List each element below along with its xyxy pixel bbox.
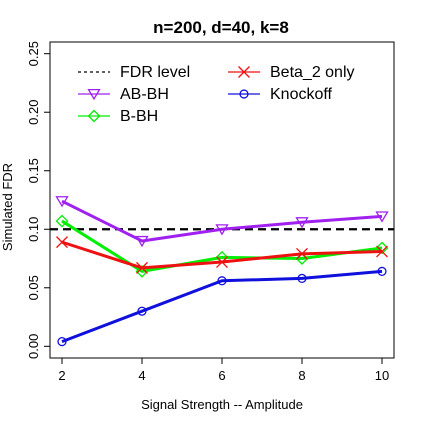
legend: FDR level AB-BH B-BH Beta_2 only Knockoff (78, 64, 355, 125)
data-point-ab-bh (375, 211, 389, 223)
data-point-ab-bh (295, 217, 309, 229)
y-tick-label: 0.05 (26, 275, 41, 300)
data-point-knockoff (377, 266, 387, 277)
data-point-beta-2-only (56, 236, 68, 249)
series-line-b-bh (61, 219, 383, 273)
data-point-b-bh (55, 214, 69, 228)
series-line-ab-bh (61, 199, 383, 243)
legend-label-b-bh: B-BH (120, 108, 158, 125)
legend-marker-beta-2-only (238, 66, 250, 78)
legend-marker-b-bh (87, 109, 101, 123)
data-point-knockoff (297, 273, 307, 284)
legend-label-ab-bh: AB-BH (120, 86, 169, 103)
plot-frame (49, 41, 395, 359)
data-point-knockoff (217, 276, 227, 286)
legend-marker-knockoff (239, 89, 249, 99)
data-point-ab-bh (55, 196, 69, 208)
series-line-knockoff (61, 269, 383, 344)
legend-marker-ab-bh (87, 88, 101, 101)
data-point-knockoff (137, 306, 147, 316)
data-point-knockoff (57, 337, 67, 347)
data-point-ab-bh (215, 224, 229, 236)
legend-label-beta-2-only: Beta_2 only (270, 64, 355, 81)
legend-label-knockoff: Knockoff (270, 86, 333, 103)
data-point-beta-2-only (296, 247, 308, 260)
data-point-beta-2-only (216, 256, 228, 268)
legend-label-fdr-level: FDR level (120, 64, 190, 81)
y-axis: 0.00 0.05 0.10 0.15 0.20 0.25 (26, 41, 51, 359)
y-tick-label: 0.00 (26, 334, 41, 359)
x-tick-label: 10 (375, 368, 389, 383)
y-tick-label: 0.15 (26, 158, 41, 183)
y-axis-label: Simulated FDR (0, 163, 15, 251)
chart-title: n=200, d=40, k=8 (153, 18, 289, 37)
data-point-ab-bh (135, 235, 149, 248)
data-point-b-bh (375, 241, 389, 255)
data-point-b-bh (135, 264, 149, 278)
series-layer (50, 196, 394, 347)
x-axis: 2 4 6 8 10 (58, 357, 389, 383)
x-axis-label: Signal Strength -- Amplitude (141, 397, 303, 412)
x-tick-label: 2 (58, 368, 65, 383)
x-tick-label: 8 (298, 368, 305, 383)
data-point-beta-2-only (136, 261, 148, 274)
data-point-beta-2-only (376, 245, 388, 258)
x-tick-label: 6 (218, 368, 225, 383)
y-tick-label: 0.25 (26, 41, 41, 66)
y-tick-label: 0.10 (26, 217, 41, 242)
x-tick-label: 4 (138, 368, 145, 383)
y-tick-label: 0.20 (26, 100, 41, 125)
